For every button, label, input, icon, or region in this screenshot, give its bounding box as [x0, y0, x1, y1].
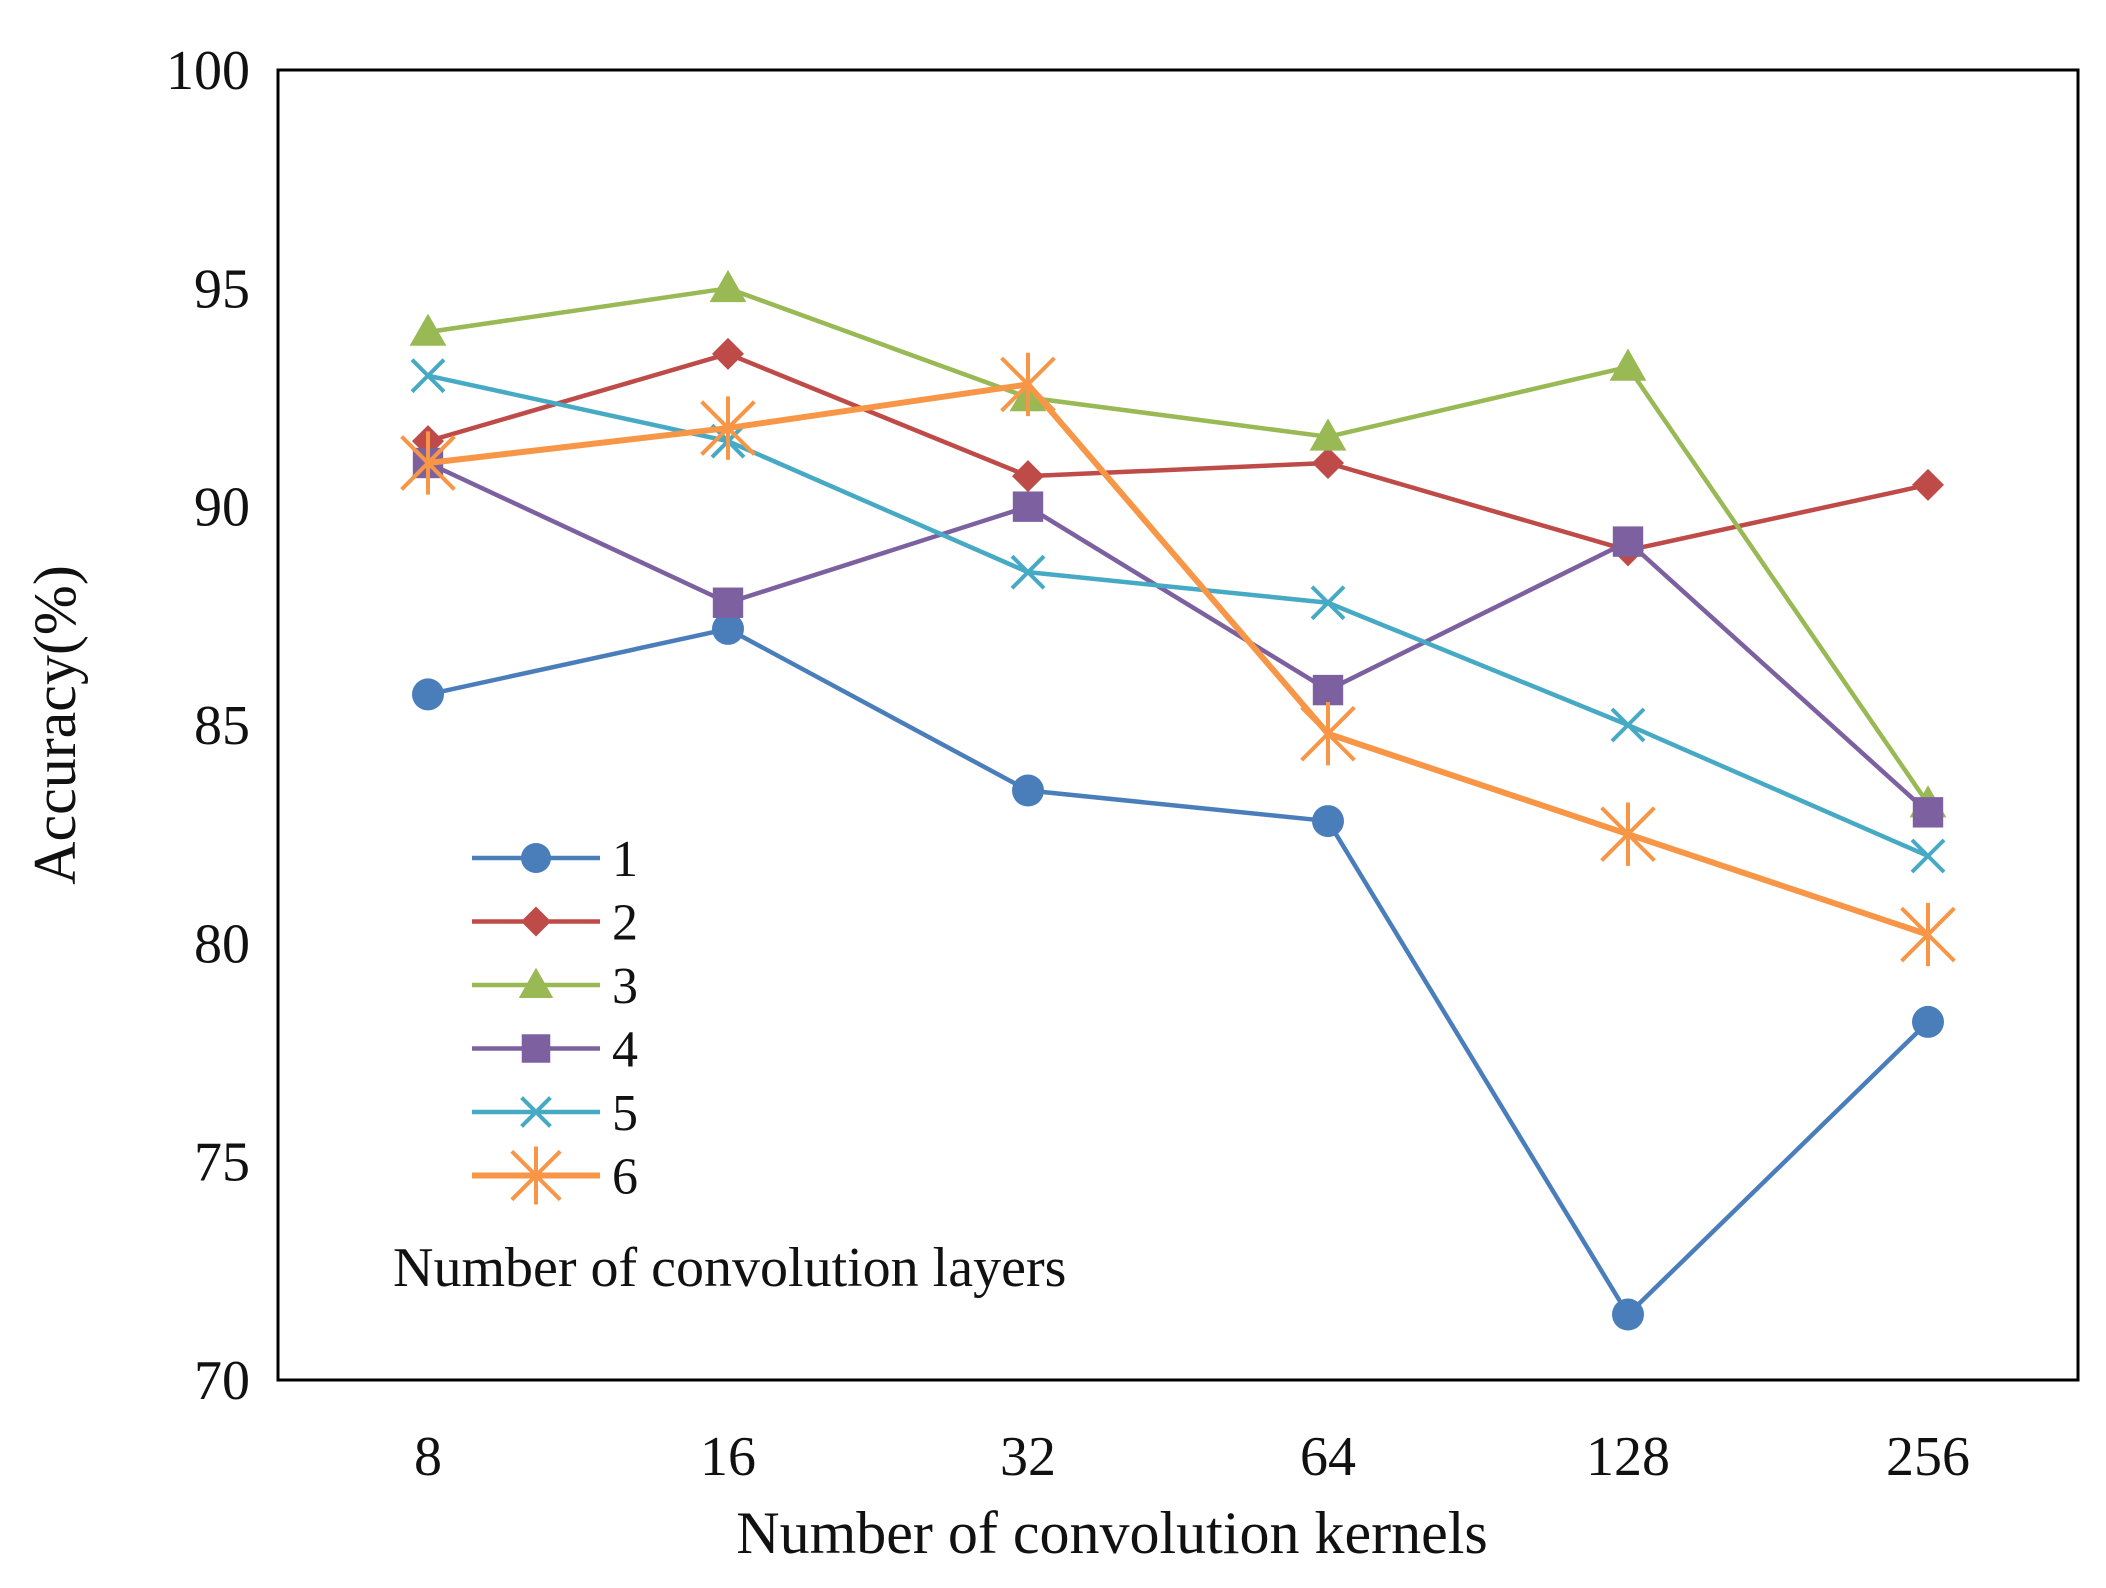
data-point [400, 431, 456, 495]
series-5 [410, 358, 1946, 874]
data-point [1309, 418, 1347, 451]
y-tick-label: 85 [194, 695, 250, 757]
legend-marker [510, 1146, 562, 1205]
legend-title: Number of convolution layers [393, 1237, 1066, 1299]
x-axis-title: Number of convolution kernels [736, 1500, 1488, 1566]
data-point [1012, 774, 1044, 807]
data-point [709, 269, 747, 303]
legend-marker [521, 1034, 551, 1063]
x-tick-label: 32 [1000, 1426, 1056, 1488]
x-tick-label: 64 [1300, 1426, 1356, 1488]
series-line-5 [427, 373, 1929, 859]
y-tick-label: 95 [194, 258, 250, 320]
data-point [1912, 797, 1944, 828]
series-line-6 [427, 381, 1929, 938]
series-4 [412, 447, 1944, 828]
data-point [410, 358, 446, 394]
y-tick-label: 70 [194, 1350, 250, 1412]
series-line-2 [427, 351, 1929, 553]
data-point [1912, 468, 1944, 501]
data-point [1610, 707, 1646, 743]
series-1 [412, 612, 1944, 1331]
legend-item: 6 [472, 1146, 638, 1206]
data-point [1312, 805, 1344, 838]
data-point [1000, 352, 1056, 417]
legend-item: 5 [472, 1085, 638, 1142]
legend-label: 4 [612, 1022, 638, 1079]
data-point [1612, 526, 1644, 557]
legend-label: 5 [612, 1085, 638, 1142]
data-point [712, 612, 744, 645]
legend-marker [518, 967, 554, 998]
series-6 [400, 352, 1956, 967]
data-point [1910, 838, 1946, 874]
data-point [1012, 491, 1044, 522]
y-tick-label: 80 [194, 913, 250, 975]
legend-marker [520, 1096, 552, 1128]
data-point [1600, 802, 1656, 866]
x-tick-label: 128 [1586, 1426, 1670, 1488]
legend-item: 3 [472, 958, 638, 1015]
data-point [1609, 348, 1647, 381]
legend-item: 4 [472, 1022, 638, 1079]
y-axis-title: Accuracy(%) [22, 565, 88, 885]
data-point [1300, 702, 1356, 766]
x-tick-label: 16 [700, 1426, 756, 1488]
plot-area [276, 68, 2080, 1382]
data-point [1912, 1005, 1944, 1038]
legend-label: 6 [612, 1149, 638, 1206]
legend-marker [521, 906, 551, 937]
x-axis-ticks: 8 16 32 64 128 256 [414, 1426, 1970, 1488]
data-point [1312, 447, 1344, 479]
data-point [712, 587, 744, 618]
data-point [1900, 902, 1956, 967]
legend-label: 3 [612, 958, 638, 1015]
data-point [1612, 1298, 1644, 1331]
data-point [1312, 674, 1344, 706]
y-axis-ticks: 70 75 80 85 90 95 100 [166, 40, 250, 1412]
legend-marker [521, 843, 551, 873]
legend-item: 1 [472, 831, 638, 888]
series-line-3 [427, 286, 1930, 805]
series-line-1 [427, 626, 1930, 1317]
x-tick-label: 8 [414, 1426, 442, 1488]
data-point [412, 678, 444, 711]
x-tick-label: 256 [1886, 1426, 1970, 1488]
legend: 1 2 3 4 5 6 [472, 831, 638, 1206]
data-point [712, 337, 744, 370]
legend-label: 1 [612, 831, 638, 888]
legend-item: 2 [472, 895, 638, 952]
y-tick-label: 90 [194, 477, 250, 539]
series-line-4 [427, 460, 1930, 815]
data-point [409, 313, 447, 346]
data-point [1010, 554, 1046, 590]
legend-label: 2 [612, 895, 638, 952]
data-point [700, 396, 756, 460]
data-point [1012, 460, 1044, 493]
data-point [1310, 585, 1346, 621]
y-tick-label: 100 [166, 40, 250, 102]
y-tick-label: 75 [194, 1132, 250, 1194]
series-layer [400, 269, 1956, 1331]
